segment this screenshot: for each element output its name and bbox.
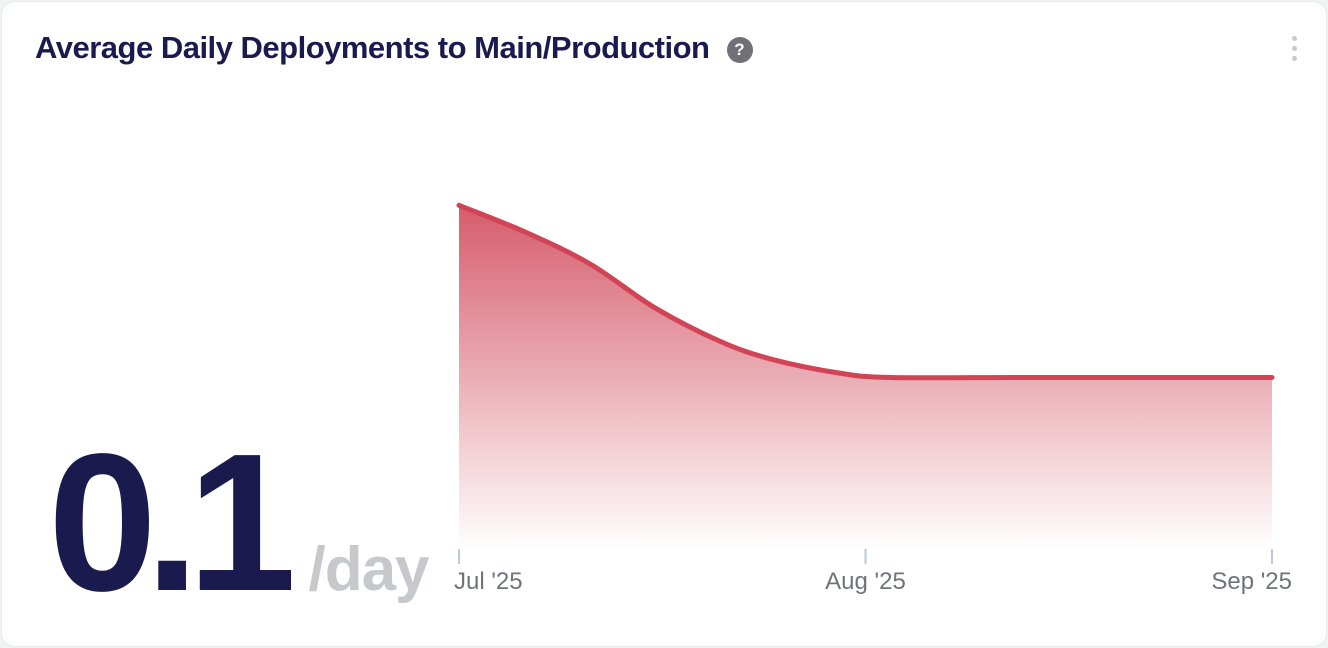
card-header: Average Daily Deployments to Main/Produc… — [35, 30, 753, 66]
kebab-menu-icon[interactable] — [1287, 34, 1302, 63]
metric-summary: 0.1 /day — [48, 413, 430, 632]
metric-unit: /day — [308, 535, 429, 604]
x-axis-ticks — [458, 549, 1273, 564]
x-axis-label-sep: Sep '25 — [1211, 568, 1292, 595]
page-title: Average Daily Deployments to Main/Produc… — [35, 30, 710, 65]
kebab-dot — [1292, 46, 1297, 51]
metric-value: 0.1 — [48, 413, 296, 632]
x-axis-label-aug: Aug '25 — [825, 568, 906, 595]
help-icon[interactable]: ? — [726, 36, 753, 63]
chart-line — [456, 202, 1275, 381]
kebab-dot — [1292, 56, 1297, 61]
x-axis-label-jul: Jul '25 — [454, 568, 523, 595]
kebab-dot — [1292, 36, 1297, 41]
